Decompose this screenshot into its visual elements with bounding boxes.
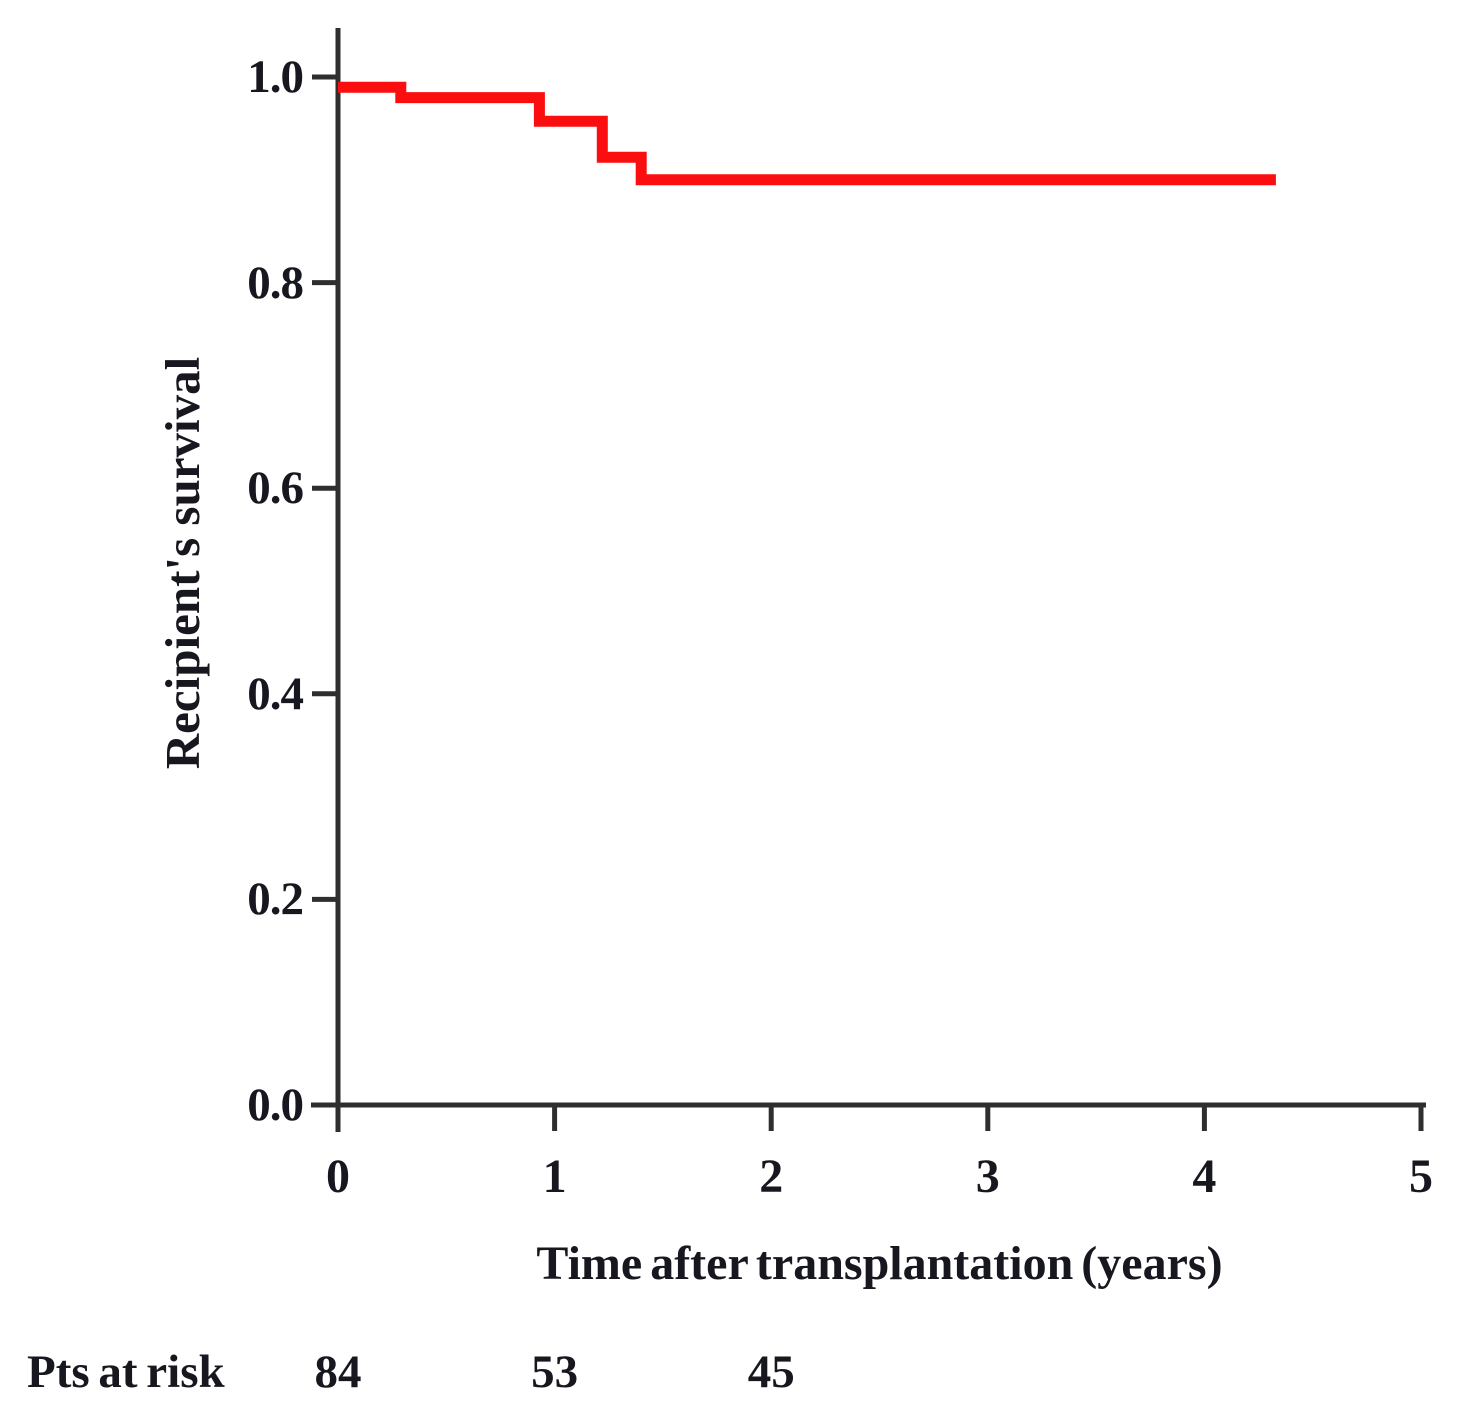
at-risk-count: 53 — [531, 1346, 579, 1398]
at-risk-count: 45 — [747, 1346, 795, 1398]
y-tick-label: 0.0 — [247, 1079, 304, 1131]
x-axis-label: Time after transplantation (years) — [536, 1237, 1223, 1290]
y-tick-label: 0.6 — [247, 462, 304, 515]
x-tick-label: 0 — [326, 1150, 350, 1203]
at-risk-count: 84 — [314, 1346, 362, 1398]
x-tick-label: 3 — [975, 1150, 1000, 1203]
x-tick-label: 2 — [759, 1150, 784, 1203]
y-tick-label: 0.8 — [247, 256, 304, 309]
y-tick-label: 0.2 — [247, 873, 304, 926]
x-tick-label: 4 — [1192, 1150, 1217, 1203]
x-tick-label: 5 — [1409, 1150, 1433, 1203]
at-risk-label: Pts at risk — [27, 1346, 225, 1398]
y-axis-label: Recipient's survival — [155, 356, 210, 770]
y-tick-label: 0.4 — [247, 667, 304, 720]
survival-curve — [338, 81, 1276, 186]
y-tick-label: 1.0 — [247, 51, 304, 103]
x-tick-label: 1 — [542, 1150, 567, 1203]
